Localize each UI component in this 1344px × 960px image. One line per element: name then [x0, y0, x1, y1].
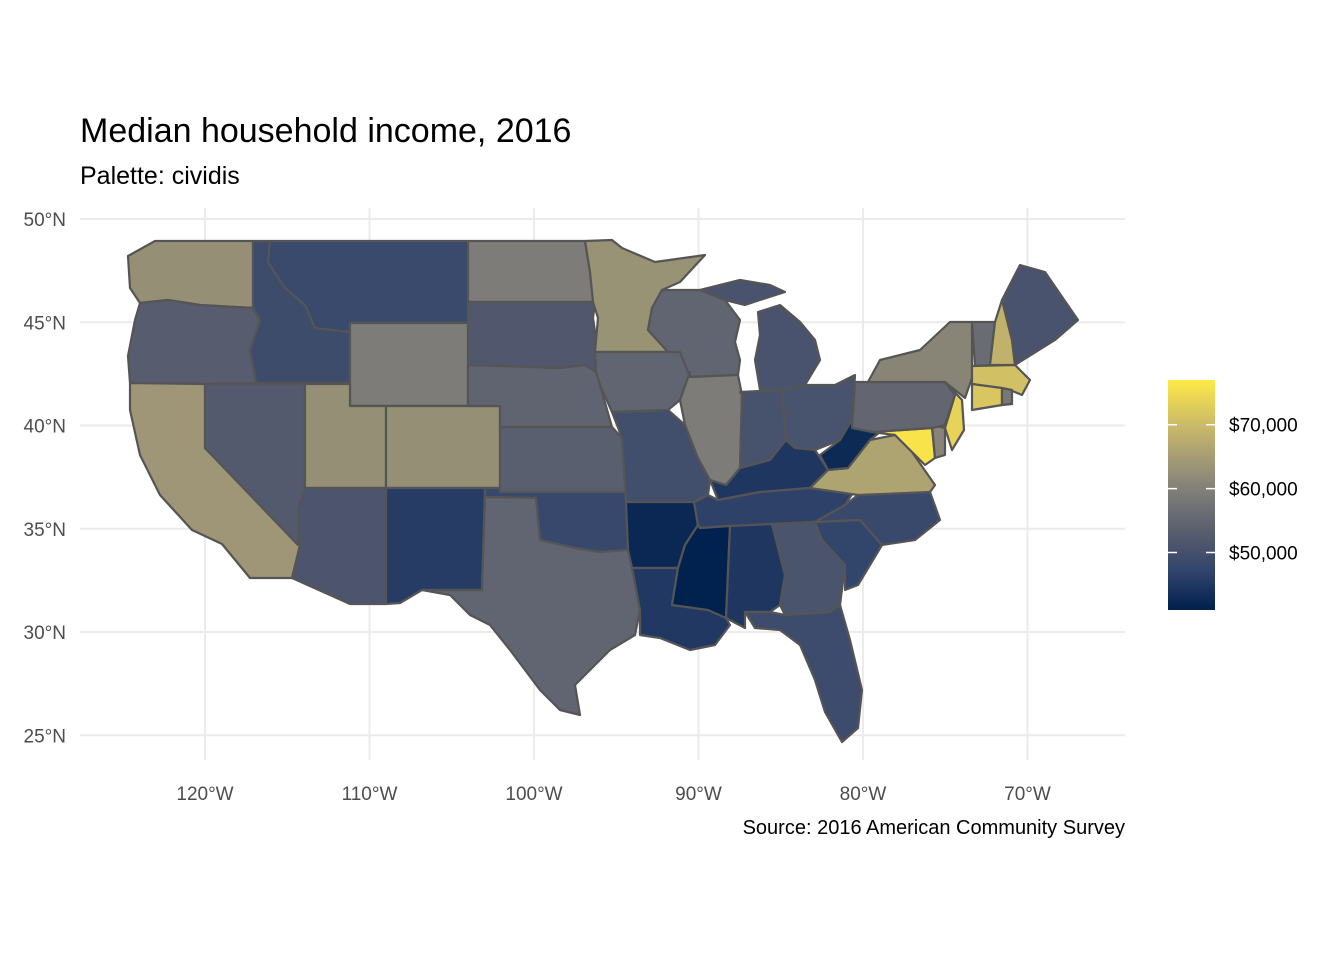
state-texas [420, 495, 642, 717]
longitude-labels: 120°W 110°W 100°W 90°W 80°W 70°W [176, 784, 1051, 805]
legend-ticks: $50,000 $60,000 $70,000 [1168, 416, 1298, 565]
state-north-dakota [466, 239, 597, 304]
state-wyoming [348, 321, 470, 408]
legend-tick-label: $60,000 [1229, 480, 1298, 501]
latitude-labels: 50°N 45°N 40°N 35°N 30°N 25°N [24, 210, 66, 747]
state-nebraska [466, 363, 614, 429]
state-washington [126, 239, 255, 310]
state-rhode-island [1000, 386, 1014, 407]
chart-subtitle: Palette: cividis [80, 162, 240, 190]
state-south-dakota [466, 300, 600, 374]
state-new-jersey [943, 380, 966, 452]
state-pennsylvania [850, 380, 957, 434]
state-new-mexico [384, 486, 487, 606]
lat-tick-label: 25°N [24, 726, 66, 747]
state-florida [743, 603, 864, 744]
state-oregon [126, 298, 262, 386]
lat-tick-label: 30°N [24, 623, 66, 644]
state-delaware [930, 423, 947, 460]
lon-tick-label: 100°W [505, 784, 562, 805]
lon-tick-label: 90°W [675, 784, 722, 805]
lon-tick-label: 110°W [342, 784, 398, 805]
state-connecticut [970, 382, 1004, 412]
legend-color-bar [1168, 380, 1215, 610]
lon-tick-label: 120°W [176, 784, 233, 805]
state-arizona [290, 486, 388, 606]
lon-tick-label: 80°W [840, 784, 887, 805]
lat-tick-label: 40°N [24, 417, 66, 438]
lat-tick-label: 45°N [24, 313, 66, 334]
state-maine [1000, 263, 1080, 367]
legend-tick-label: $50,000 [1229, 544, 1298, 565]
state-polygons [126, 238, 1080, 744]
color-legend: $50,000 $60,000 $70,000 [1168, 380, 1298, 610]
state-colorado [384, 404, 502, 490]
lat-tick-label: 50°N [24, 210, 66, 231]
state-iowa [593, 350, 692, 414]
state-kansas [498, 425, 628, 494]
legend-tick-label: $70,000 [1229, 416, 1298, 437]
lon-tick-label: 70°W [1004, 784, 1051, 805]
state-missouri [610, 408, 712, 504]
chart-title: Median household income, 2016 [80, 112, 572, 150]
chart-caption: Source: 2016 American Community Survey [742, 817, 1125, 839]
lat-tick-label: 35°N [24, 520, 66, 541]
